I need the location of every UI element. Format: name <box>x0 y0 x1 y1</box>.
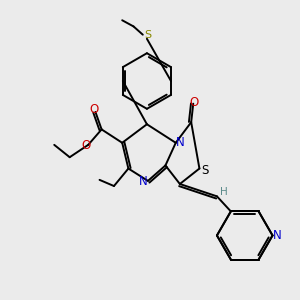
Text: N: N <box>273 229 282 242</box>
Text: O: O <box>82 140 91 152</box>
Text: N: N <box>138 176 147 188</box>
Text: H: H <box>220 187 228 197</box>
Text: S: S <box>144 30 152 40</box>
Text: S: S <box>201 164 208 177</box>
Text: O: O <box>90 103 99 116</box>
Text: N: N <box>176 136 184 149</box>
Text: O: O <box>190 96 199 109</box>
